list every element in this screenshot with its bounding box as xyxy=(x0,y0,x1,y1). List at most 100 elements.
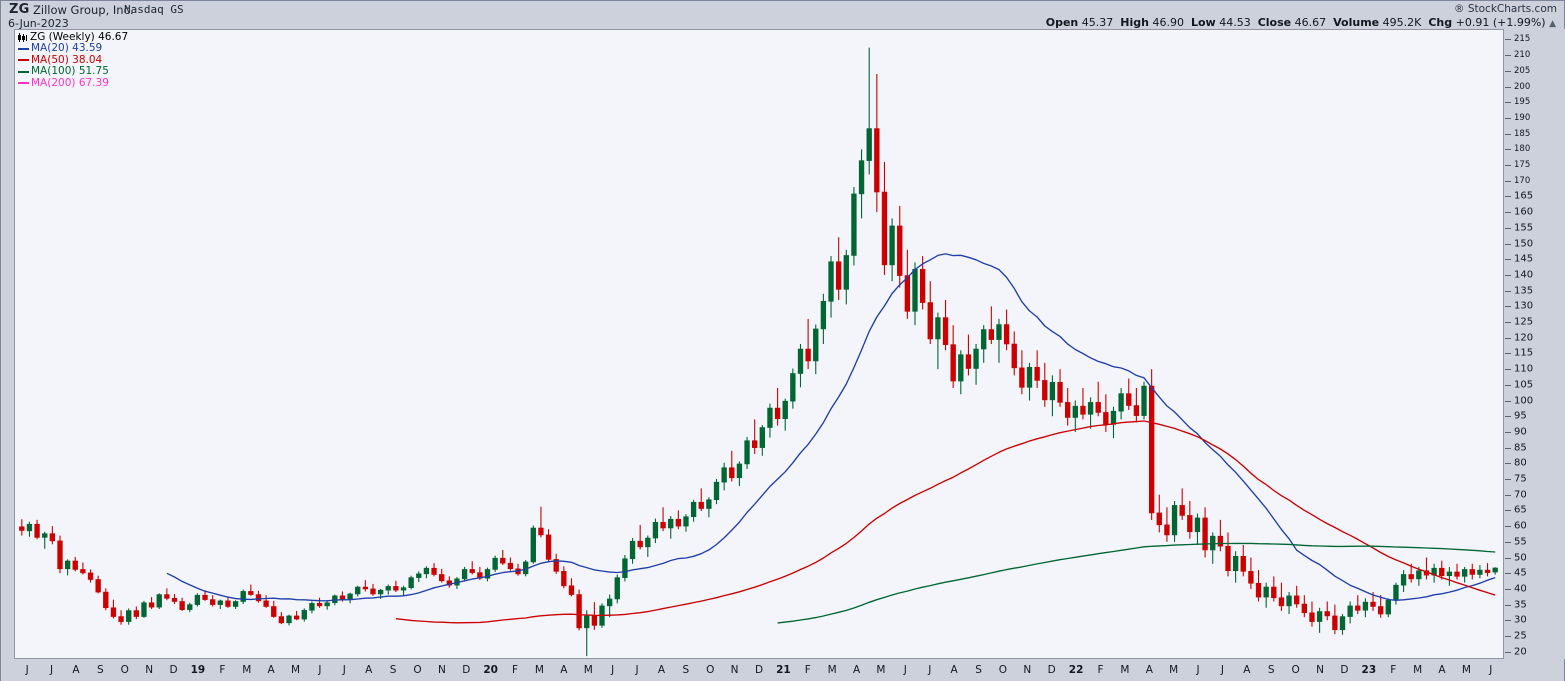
date-axis-label: N xyxy=(1316,664,1324,676)
price-axis-label: 80 xyxy=(1514,457,1527,469)
open-label: Open xyxy=(1045,16,1079,29)
date-axis-label: J xyxy=(342,664,346,676)
date-axis-label: M xyxy=(242,664,252,676)
date-axis-label: M xyxy=(1413,664,1423,676)
price-axis-tick xyxy=(1505,306,1511,308)
ma100-series: MA(100) 51.75 xyxy=(18,65,128,78)
date-axis-label: J xyxy=(1489,664,1493,676)
price-axis-label: 70 xyxy=(1514,489,1527,501)
ma20-series: MA(20) 43.59 xyxy=(18,42,128,54)
date-axis-label: F xyxy=(1390,664,1397,676)
price-axis-tick xyxy=(1505,70,1511,72)
price-axis-label: 60 xyxy=(1514,520,1527,532)
price-axis-tick xyxy=(1505,180,1511,182)
date-axis-label: A xyxy=(1145,664,1153,676)
price-axis-label: 35 xyxy=(1514,599,1527,611)
chart-header: ZG Zillow Group, Inc. Nasdaq GS 6-Jun-20… xyxy=(1,1,1564,30)
price-axis-label: 40 xyxy=(1514,583,1527,595)
volume-label: Volume xyxy=(1333,16,1380,29)
price-axis-label: 140 xyxy=(1514,269,1534,281)
chg-label: Chg xyxy=(1428,16,1453,29)
price-axis-tick xyxy=(1505,369,1511,371)
price-axis-tick xyxy=(1505,133,1511,135)
price-axis-label: 180 xyxy=(1514,144,1531,155)
price-axis-tick xyxy=(1505,117,1511,119)
date-axis-label: D xyxy=(169,664,178,676)
date-axis-label: S xyxy=(97,664,104,676)
price-axis-tick xyxy=(1505,384,1511,386)
date-axis-label: J xyxy=(50,664,54,676)
ma200-series: MA(200) 67.39 xyxy=(18,77,128,89)
price-axis-label: 50 xyxy=(1514,552,1527,564)
low-value: 44.53 xyxy=(1219,16,1251,29)
date-axis-label: M xyxy=(290,664,301,676)
date-axis-label: M xyxy=(1169,664,1179,676)
price-axis-label: 65 xyxy=(1514,504,1527,516)
high-value: 46.90 xyxy=(1152,16,1184,29)
price-axis-label: 55 xyxy=(1514,536,1527,548)
price-axis-tick xyxy=(1505,149,1511,151)
price-axis-tick xyxy=(1505,86,1511,88)
date-axis-label: N xyxy=(730,664,739,676)
candlestick-chart-svg xyxy=(19,47,1498,657)
price-axis-label: 200 xyxy=(1514,81,1531,92)
price-axis-label: 85 xyxy=(1514,442,1527,454)
date-axis-label: A xyxy=(1243,664,1251,676)
date-axis-label: S xyxy=(975,664,982,676)
price-axis-label: 100 xyxy=(1514,395,1534,407)
date-axis-label: 20 xyxy=(483,664,498,676)
price-axis-tick xyxy=(1505,541,1511,543)
date-axis-label: O xyxy=(120,664,129,676)
price-axis-tick xyxy=(1505,510,1511,512)
date-axis-label: 23 xyxy=(1361,664,1377,676)
date-axis-label: M xyxy=(1120,664,1130,676)
price-axis-label: 90 xyxy=(1514,426,1527,438)
price-axis-tick xyxy=(1505,636,1511,638)
date-axis-label: S xyxy=(389,664,397,676)
date-axis-label: A xyxy=(950,664,958,676)
date-axis-label: F xyxy=(804,664,811,676)
date-axis-label: A xyxy=(267,664,275,676)
line-swatch-icon xyxy=(18,82,29,85)
date-axis-label: A xyxy=(365,664,373,676)
price-axis-label: 120 xyxy=(1514,332,1534,344)
price-axis-tick xyxy=(1505,212,1511,214)
date-axis-label: J xyxy=(1196,664,1200,676)
close-value: 46.67 xyxy=(1294,16,1327,29)
up-arrow-icon: ▲ xyxy=(1549,19,1556,29)
price-axis-label: 165 xyxy=(1514,190,1534,202)
price-axis-tick xyxy=(1505,651,1511,653)
date-axis-label: J xyxy=(25,664,29,676)
candlestick-series xyxy=(19,47,1498,657)
date-axis-label: J xyxy=(635,664,639,676)
date-axis-label: M xyxy=(827,664,837,676)
price-axis-label: 145 xyxy=(1514,253,1534,265)
date-axis-label: N xyxy=(1023,664,1032,676)
price-axis-label: 115 xyxy=(1514,347,1534,359)
price-axis-label: 105 xyxy=(1514,379,1534,391)
date-axis-label: O xyxy=(998,664,1008,676)
price-axis-tick xyxy=(1505,274,1511,276)
chg-value: +0.91 (+1.99%) xyxy=(1455,16,1546,29)
price-axis-tick xyxy=(1505,526,1511,528)
price-axis-label: 215 xyxy=(1514,34,1531,45)
price-axis-label: 190 xyxy=(1514,112,1531,123)
ma100-series-label: MA(100) 51.75 xyxy=(31,65,109,78)
date-axis-label: F xyxy=(1097,664,1104,676)
line-swatch-icon xyxy=(18,59,29,62)
price-axis-label: 175 xyxy=(1514,160,1531,171)
date-axis-label: A xyxy=(657,664,666,676)
open-value: 45.37 xyxy=(1081,16,1114,29)
price-axis-tick xyxy=(1505,400,1511,402)
candlestick-icon xyxy=(18,33,28,43)
date-axis-label: 21 xyxy=(776,664,791,676)
ma50-series-label: MA(50) 38.04 xyxy=(31,53,103,66)
date-axis-label: S xyxy=(682,664,690,676)
price-axis-tick xyxy=(1505,557,1511,559)
date-axis-label: M xyxy=(1461,664,1471,676)
price-plot-area[interactable]: ZG (Weekly) 46.67 MA(20) 43.59 MA(50) 38.0… xyxy=(14,29,1504,659)
price-axis-label: 195 xyxy=(1514,97,1531,108)
date-axis-label: M xyxy=(583,664,593,676)
price-axis-label: 25 xyxy=(1514,630,1527,642)
